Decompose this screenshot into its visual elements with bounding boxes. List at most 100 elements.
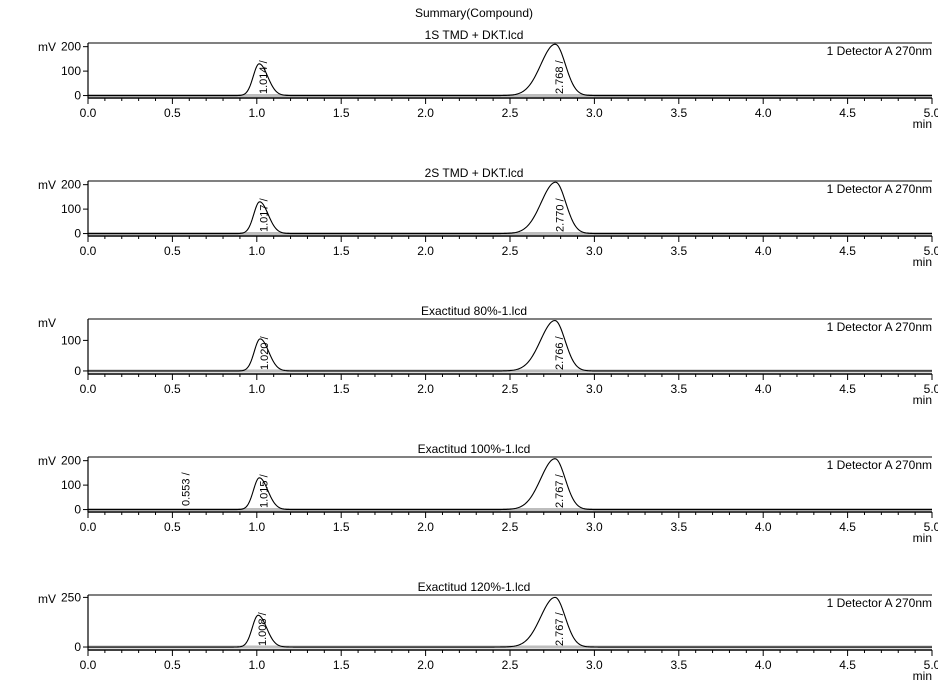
x-tick-label: 3.0 bbox=[586, 520, 603, 534]
y-tick-label: 0 bbox=[74, 640, 81, 654]
chromatogram-panel-2: 2S TMD + DKT.lcd mV min 1 Detector A 270nm 0… bbox=[38, 166, 938, 269]
x-tick-label: 5.0 bbox=[924, 382, 938, 396]
retention-time-label: 1.014 / bbox=[258, 59, 270, 94]
y-tick-label: 250 bbox=[61, 590, 81, 604]
x-tick-label: 3.0 bbox=[586, 244, 603, 258]
y-unit-label: mV bbox=[38, 178, 56, 192]
x-tick-label: 3.0 bbox=[586, 106, 603, 120]
x-tick-label: 4.5 bbox=[839, 106, 856, 120]
x-unit-label: min bbox=[913, 531, 932, 545]
summary-title: Summary(Compound) bbox=[415, 6, 533, 20]
retention-time-label: 2.767 / bbox=[554, 611, 566, 646]
chromatogram-trace bbox=[88, 43, 932, 97]
detector-legend: 1 Detector A 270nm bbox=[827, 596, 932, 610]
x-unit-label: min bbox=[913, 669, 932, 683]
x-tick-label: 2.5 bbox=[502, 520, 519, 534]
x-tick-label: 5.0 bbox=[924, 658, 938, 672]
x-tick-label: 0.5 bbox=[164, 658, 181, 672]
y-tick-label: 100 bbox=[61, 64, 81, 78]
x-tick-label: 0.5 bbox=[164, 520, 181, 534]
x-tick-label: 0.0 bbox=[80, 106, 97, 120]
y-tick-label: 0 bbox=[74, 503, 81, 517]
detector-legend: 1 Detector A 270nm bbox=[827, 44, 932, 58]
x-unit-label: min bbox=[913, 393, 932, 407]
x-tick-label: 1.0 bbox=[248, 520, 265, 534]
x-tick-label: 4.0 bbox=[755, 244, 772, 258]
x-tick-label: 5.0 bbox=[924, 520, 938, 534]
x-tick-label: 1.0 bbox=[248, 382, 265, 396]
chromatogram-trace bbox=[88, 319, 932, 372]
x-tick-label: 3.5 bbox=[670, 658, 687, 672]
panel-title: Exactitud 80%-1.lcd bbox=[421, 304, 527, 318]
chromatogram-panel-4: Exactitud 100%-1.lcd mV min 1 Detector A 27… bbox=[38, 442, 938, 545]
y-tick-label: 0 bbox=[74, 227, 81, 241]
x-tick-label: 3.0 bbox=[586, 658, 603, 672]
x-tick-label: 2.0 bbox=[417, 106, 434, 120]
x-tick-label: 4.0 bbox=[755, 382, 772, 396]
chromatogram-panel-3: Exactitud 80%-1.lcd mV min 1 Detector A 270… bbox=[38, 304, 938, 407]
x-tick-label: 0.5 bbox=[164, 106, 181, 120]
chromatogram-trace bbox=[88, 458, 932, 511]
x-unit-label: min bbox=[913, 255, 932, 269]
panel-title: Exactitud 100%-1.lcd bbox=[418, 442, 531, 456]
x-tick-label: 0.0 bbox=[80, 382, 97, 396]
x-tick-label: 1.5 bbox=[333, 382, 350, 396]
chromatogram-panel-1: 1S TMD + DKT.lcd mV min 1 Detector A 270nm 0… bbox=[38, 28, 938, 131]
x-tick-label: 0.0 bbox=[80, 244, 97, 258]
x-tick-label: 0.0 bbox=[80, 658, 97, 672]
y-tick-label: 100 bbox=[61, 333, 81, 347]
y-unit-label: mV bbox=[38, 40, 56, 54]
chromatogram-trace bbox=[88, 181, 932, 235]
x-tick-label: 4.5 bbox=[839, 658, 856, 672]
x-tick-label: 2.5 bbox=[502, 382, 519, 396]
x-tick-label: 2.0 bbox=[417, 244, 434, 258]
y-tick-label: 100 bbox=[61, 202, 81, 216]
x-tick-label: 5.0 bbox=[924, 106, 938, 120]
x-tick-label: 1.5 bbox=[333, 520, 350, 534]
x-tick-label: 4.0 bbox=[755, 658, 772, 672]
x-tick-label: 3.5 bbox=[670, 520, 687, 534]
x-tick-label: 0.5 bbox=[164, 382, 181, 396]
y-unit-label: mV bbox=[38, 454, 56, 468]
retention-time-label: 1.008 / bbox=[257, 611, 269, 646]
x-tick-label: 2.0 bbox=[417, 520, 434, 534]
x-tick-label: 1.5 bbox=[333, 658, 350, 672]
x-tick-label: 1.5 bbox=[333, 244, 350, 258]
y-tick-label: 0 bbox=[74, 89, 81, 103]
retention-time-label: 1.015 / bbox=[258, 473, 270, 508]
x-tick-label: 1.0 bbox=[248, 106, 265, 120]
x-tick-label: 4.5 bbox=[839, 382, 856, 396]
x-tick-label: 2.5 bbox=[502, 244, 519, 258]
detector-legend: 1 Detector A 270nm bbox=[827, 458, 932, 472]
y-tick-label: 200 bbox=[61, 40, 81, 54]
x-tick-label: 2.5 bbox=[502, 106, 519, 120]
x-tick-label: 0.5 bbox=[164, 244, 181, 258]
chromatogram-trace bbox=[88, 596, 932, 648]
x-tick-label: 4.5 bbox=[839, 520, 856, 534]
x-tick-label: 5.0 bbox=[924, 244, 938, 258]
panel-title: 1S TMD + DKT.lcd bbox=[425, 28, 524, 42]
x-tick-label: 2.5 bbox=[502, 658, 519, 672]
retention-time-label: 1.017 / bbox=[259, 197, 271, 232]
x-tick-label: 2.0 bbox=[417, 658, 434, 672]
x-tick-label: 4.0 bbox=[755, 106, 772, 120]
x-unit-label: min bbox=[913, 117, 932, 131]
retention-time-label: 0.553 / bbox=[180, 471, 192, 506]
panel-title: Exactitud 120%-1.lcd bbox=[418, 580, 531, 594]
detector-legend: 1 Detector A 270nm bbox=[827, 320, 932, 334]
x-tick-label: 4.0 bbox=[755, 520, 772, 534]
x-tick-label: 4.5 bbox=[839, 244, 856, 258]
x-tick-label: 1.0 bbox=[248, 244, 265, 258]
retention-time-label: 2.768 / bbox=[554, 59, 566, 94]
y-tick-label: 0 bbox=[74, 364, 81, 378]
x-tick-label: 1.0 bbox=[248, 658, 265, 672]
panel-title: 2S TMD + DKT.lcd bbox=[425, 166, 524, 180]
x-tick-label: 2.0 bbox=[417, 382, 434, 396]
x-tick-label: 1.5 bbox=[333, 106, 350, 120]
retention-time-label: 1.020 / bbox=[259, 335, 271, 370]
x-tick-label: 0.0 bbox=[80, 520, 97, 534]
x-tick-label: 3.5 bbox=[670, 106, 687, 120]
y-tick-label: 200 bbox=[61, 454, 81, 468]
